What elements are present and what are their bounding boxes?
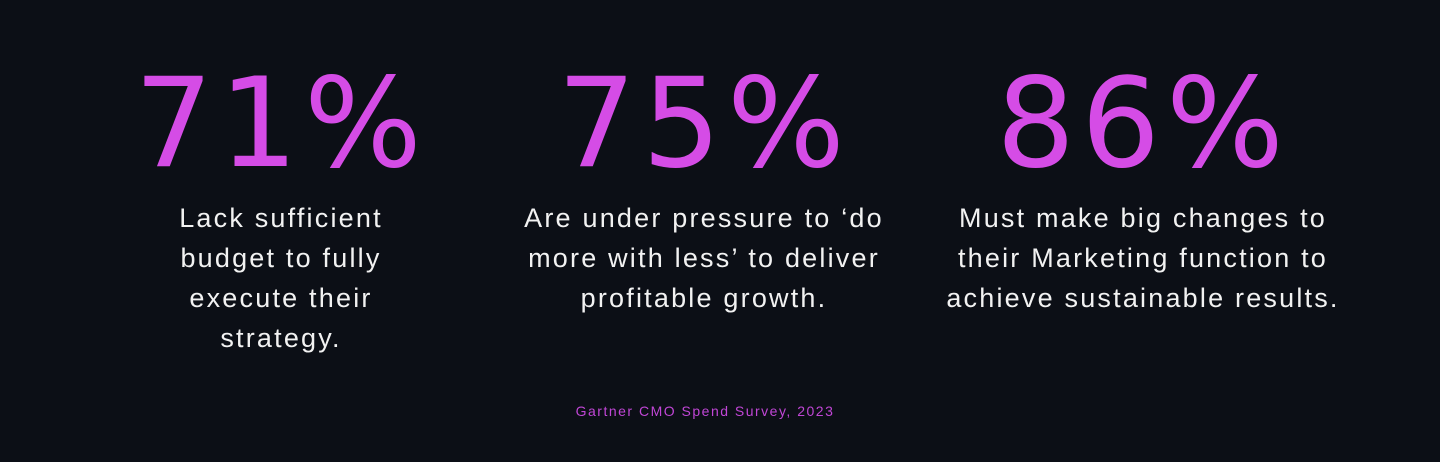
stat-description: Lack sufficient budget to fully execute … — [179, 203, 383, 353]
stat-86: 86% Must make big changes to their Marke… — [918, 62, 1368, 318]
source-citation: Gartner CMO Spend Survey, 2023 — [575, 403, 835, 419]
stat-value: 71% — [134, 52, 428, 196]
stat-description: Must make big changes to their Marketing… — [946, 203, 1340, 313]
stat-value: 86% — [996, 52, 1290, 196]
stat-description: Are under pressure to ‘do more with less… — [524, 203, 884, 313]
stat-71: 71% Lack sufficient budget to fully exec… — [71, 62, 491, 358]
stat-value: 75% — [557, 52, 851, 196]
stat-75: 75% Are under pressure to ‘do more with … — [494, 62, 914, 318]
